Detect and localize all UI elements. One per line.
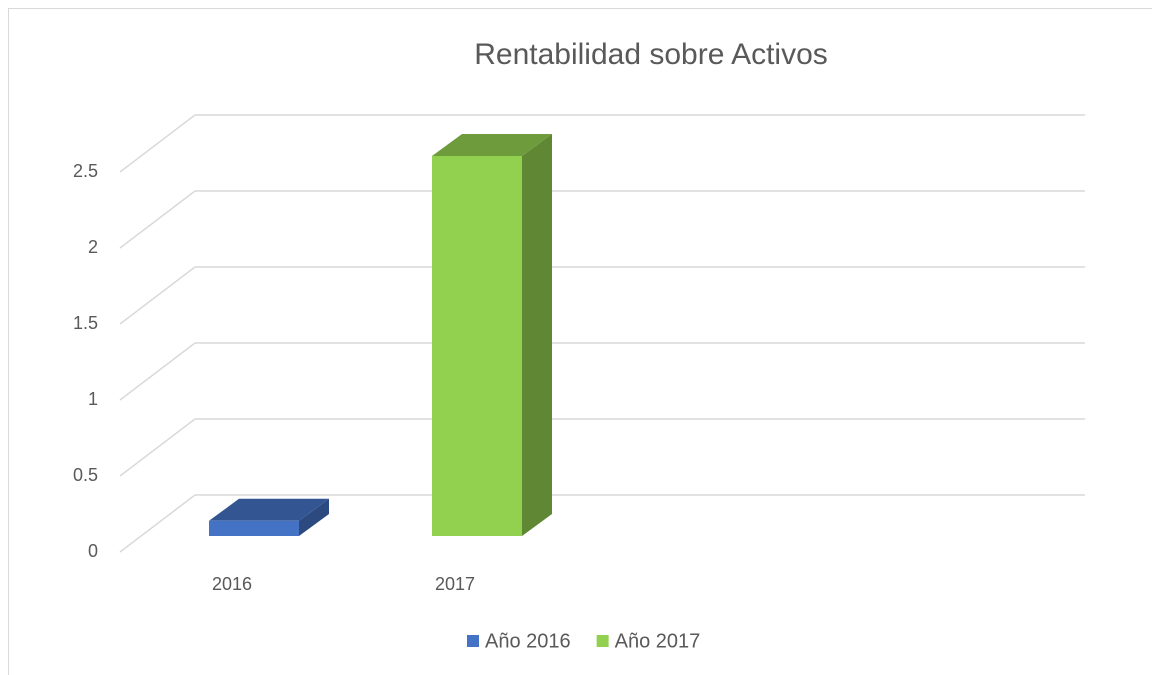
y-tick-label: 0.5 — [73, 465, 98, 485]
bar-top — [432, 134, 552, 156]
legend-label: Año 2016 — [485, 630, 571, 652]
grid-line — [119, 114, 196, 173]
bar-side — [299, 498, 329, 536]
grid-line — [119, 190, 196, 249]
grid-line — [119, 494, 196, 553]
grid-line — [119, 266, 196, 325]
grid-line — [119, 342, 196, 401]
chart-title: Rentabilidad sobre Activos — [474, 38, 828, 71]
x-tick-label: 2017 — [435, 574, 475, 594]
bar-top — [209, 498, 329, 521]
y-tick-label: 2 — [88, 237, 98, 257]
grid-line — [119, 418, 196, 477]
x-tick-label: 2016 — [212, 574, 252, 594]
bar-side — [522, 134, 552, 536]
legend-swatch — [596, 635, 609, 647]
legend-label: Año 2017 — [615, 630, 701, 652]
bar — [432, 156, 522, 536]
legend-swatch — [467, 635, 479, 647]
bar — [209, 520, 299, 536]
y-tick-label: 1.5 — [73, 313, 98, 333]
chart-border — [8, 8, 1152, 675]
y-tick-label: 0 — [88, 541, 98, 561]
y-tick-label: 1 — [88, 389, 98, 409]
y-tick-label: 2.5 — [73, 161, 98, 181]
